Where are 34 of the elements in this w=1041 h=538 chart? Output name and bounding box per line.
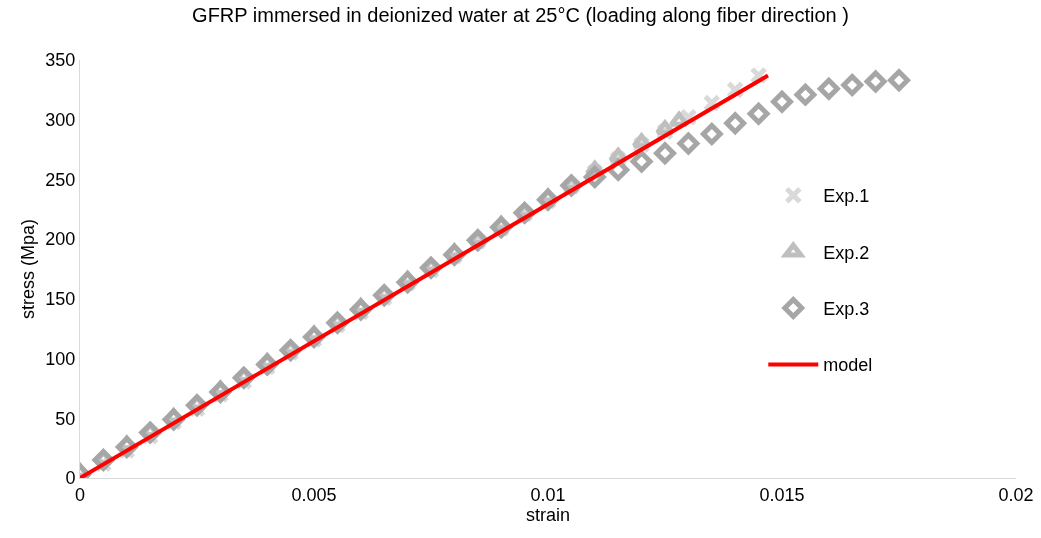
y-tick-label: 250	[45, 169, 76, 190]
point	[700, 123, 723, 145]
point	[677, 132, 700, 155]
point	[864, 70, 887, 93]
point	[794, 83, 817, 106]
x-tick-label: 0.005	[291, 484, 337, 505]
point	[749, 66, 768, 85]
y-tick-label: 350	[45, 50, 76, 71]
legend-label: Exp.3	[823, 299, 870, 320]
point	[888, 69, 910, 92]
y-tick-label: 200	[45, 229, 76, 250]
chart-title: GFRP immersed in deionized water at 25°C (loading along fiber direction )	[192, 4, 849, 27]
y-axis-title: stress (Mpa)	[17, 218, 38, 320]
y-tick-label: 100	[45, 348, 76, 369]
x-tick-label: 0.015	[759, 484, 805, 505]
point	[841, 74, 864, 97]
y-tick-label: 300	[45, 110, 76, 131]
y-tick-label: 50	[55, 408, 76, 429]
point	[726, 80, 745, 99]
point	[817, 77, 840, 100]
legend-label: Exp.1	[823, 186, 870, 207]
x-tick-label: 0.02	[998, 484, 1034, 505]
y-tick-label: 0	[65, 468, 76, 489]
point	[724, 112, 747, 135]
point	[747, 102, 770, 125]
y-tick-label: 150	[45, 289, 76, 310]
point	[630, 150, 653, 173]
point	[654, 142, 676, 165]
x-tick-label: 0.01	[530, 484, 566, 505]
point	[771, 90, 793, 113]
legend-label: Exp.2	[823, 242, 870, 263]
x-axis-title: strain	[525, 504, 571, 525]
point	[702, 93, 721, 112]
legend-label: model	[823, 355, 873, 376]
